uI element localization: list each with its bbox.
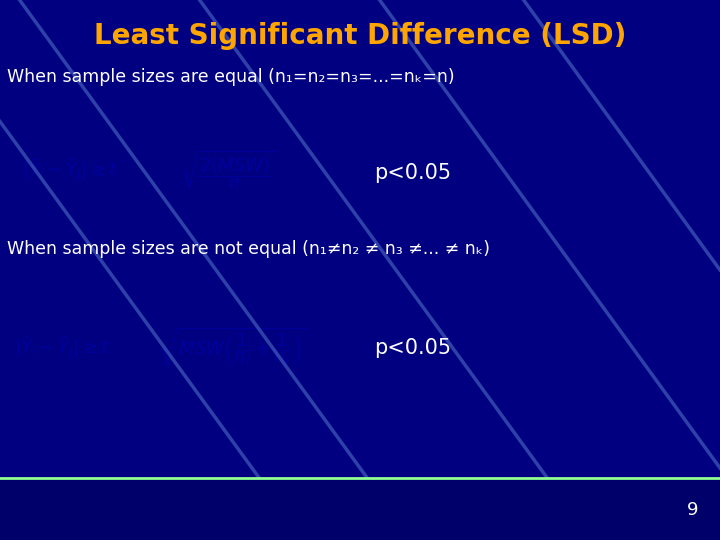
Text: When sample sizes are equal (n₁=n₂=n₃=...=nₖ=n): When sample sizes are equal (n₁=n₂=n₃=..… <box>7 68 455 85</box>
Text: When sample sizes are not equal (n₁≠n₂ ≠ n₃ ≠... ≠ nₖ): When sample sizes are not equal (n₁≠n₂ ≠… <box>7 240 490 258</box>
Text: $\sqrt{MSW\left(\dfrac{1}{n_i}+\dfrac{1}{n_j}\right)}$: $\sqrt{MSW\left(\dfrac{1}{n_i}+\dfrac{1}… <box>158 326 307 371</box>
Text: 9: 9 <box>687 501 698 519</box>
Text: $|\bar{Y}_i - \bar{Y}_j| \geq t$: $|\bar{Y}_i - \bar{Y}_j| \geq t$ <box>22 157 118 184</box>
Text: Least Significant Difference (LSD): Least Significant Difference (LSD) <box>94 22 626 50</box>
Text: p<0.05: p<0.05 <box>374 338 451 359</box>
Text: $|\bar{Y}_i - \bar{Y}_j| \geq t$: $|\bar{Y}_i - \bar{Y}_j| \geq t$ <box>14 335 111 362</box>
Bar <box>0 478 720 540</box>
Text: p<0.05: p<0.05 <box>374 163 451 183</box>
Text: $\sqrt{\dfrac{2(MSW)}{n}}$: $\sqrt{\dfrac{2(MSW)}{n}}$ <box>180 149 276 191</box>
